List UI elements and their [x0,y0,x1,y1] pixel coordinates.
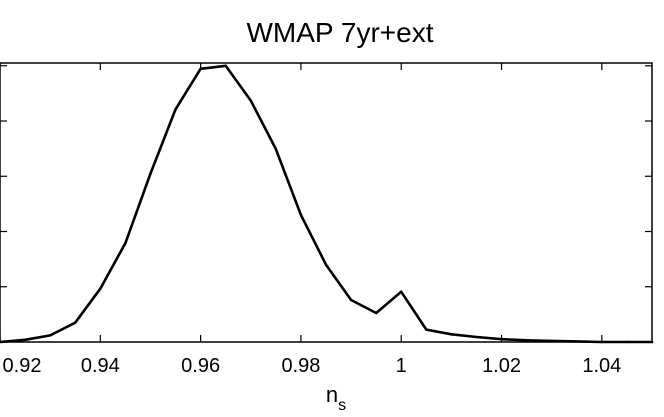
data-point [500,338,503,341]
ticks-layer [0,63,652,342]
x-tick-label: 0.94 [81,355,120,377]
x-tick-label: 1.04 [582,355,621,377]
x-axis-label: ns [326,382,346,414]
data-point [425,328,428,331]
data-point [49,334,52,337]
x-tick-label: 1 [396,355,407,377]
data-point [124,241,127,245]
data-point [400,290,403,293]
data-point [475,335,478,339]
x-tick-labels: 0.92 0.94 0.96 0.98 1 1.02 1.04 [3,355,622,377]
x-tick-label: 0.92 [3,355,42,377]
data-point [625,340,629,344]
data-point [550,339,553,343]
data-point [249,99,252,102]
x-axis-label-subscript: s [338,397,346,414]
data-point [450,333,453,336]
data-point [324,263,328,266]
data-point [23,338,27,341]
data-point [349,298,353,302]
data-point [525,339,528,342]
plot-area [0,62,654,344]
data-point [0,340,2,344]
data-point [274,147,277,151]
data-point [575,340,578,343]
x-tick-label: 0.96 [181,355,220,377]
x-tick-label: 0.98 [281,355,320,377]
plot-frame [0,62,653,343]
data-point [174,108,177,111]
data-point [149,172,152,175]
points-layer [0,64,654,344]
data-point [375,311,378,315]
x-tick-label: 1.02 [482,355,521,377]
series-line [0,64,654,344]
data-point [224,64,227,68]
data-point [74,321,77,324]
data-point [600,340,603,344]
data-point [99,287,102,290]
data-point [299,213,303,217]
data-point [650,340,654,344]
x-axis-label-main: n [326,382,338,407]
chart-title: WMAP 7yr+ext [247,17,434,48]
data-point [199,67,202,71]
